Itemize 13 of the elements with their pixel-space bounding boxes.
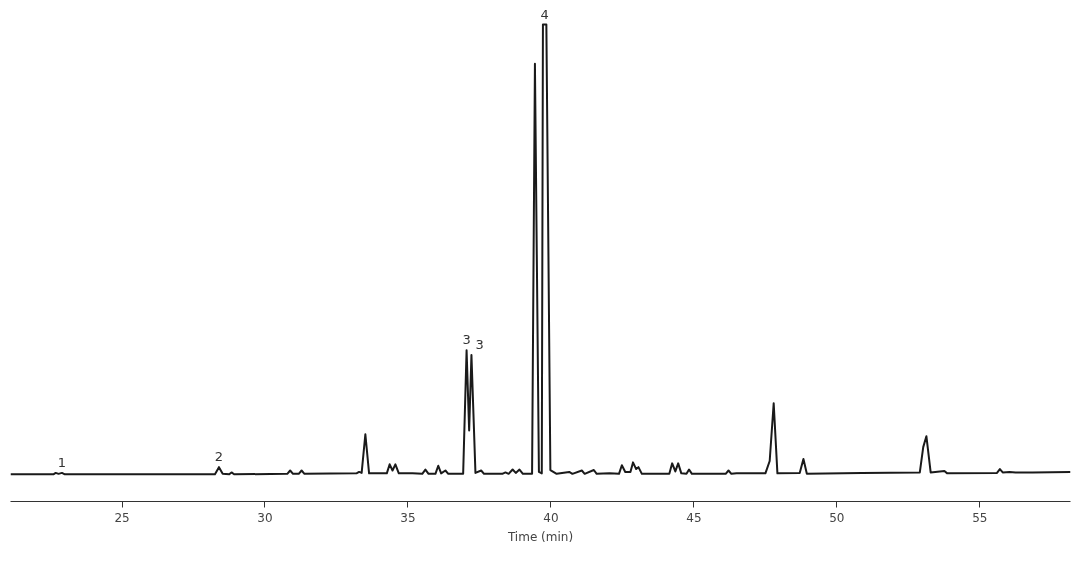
annotation: 3 (462, 332, 471, 348)
x-tick-label: 40 (543, 510, 559, 525)
annotation: 2 (214, 449, 224, 465)
x-tick-label: 25 (114, 510, 130, 525)
annotation: 1 (57, 454, 67, 470)
x-tick-label: 35 (400, 510, 416, 525)
x-tick-label: 30 (257, 510, 273, 525)
x-axis-title: Time (min) (506, 529, 574, 544)
x-tick-label: 45 (686, 510, 702, 525)
annotation: 3 (475, 337, 484, 353)
x-tick-label: 50 (829, 510, 845, 525)
annotation: 4 (540, 6, 549, 22)
x-tick-label: 55 (972, 510, 988, 525)
